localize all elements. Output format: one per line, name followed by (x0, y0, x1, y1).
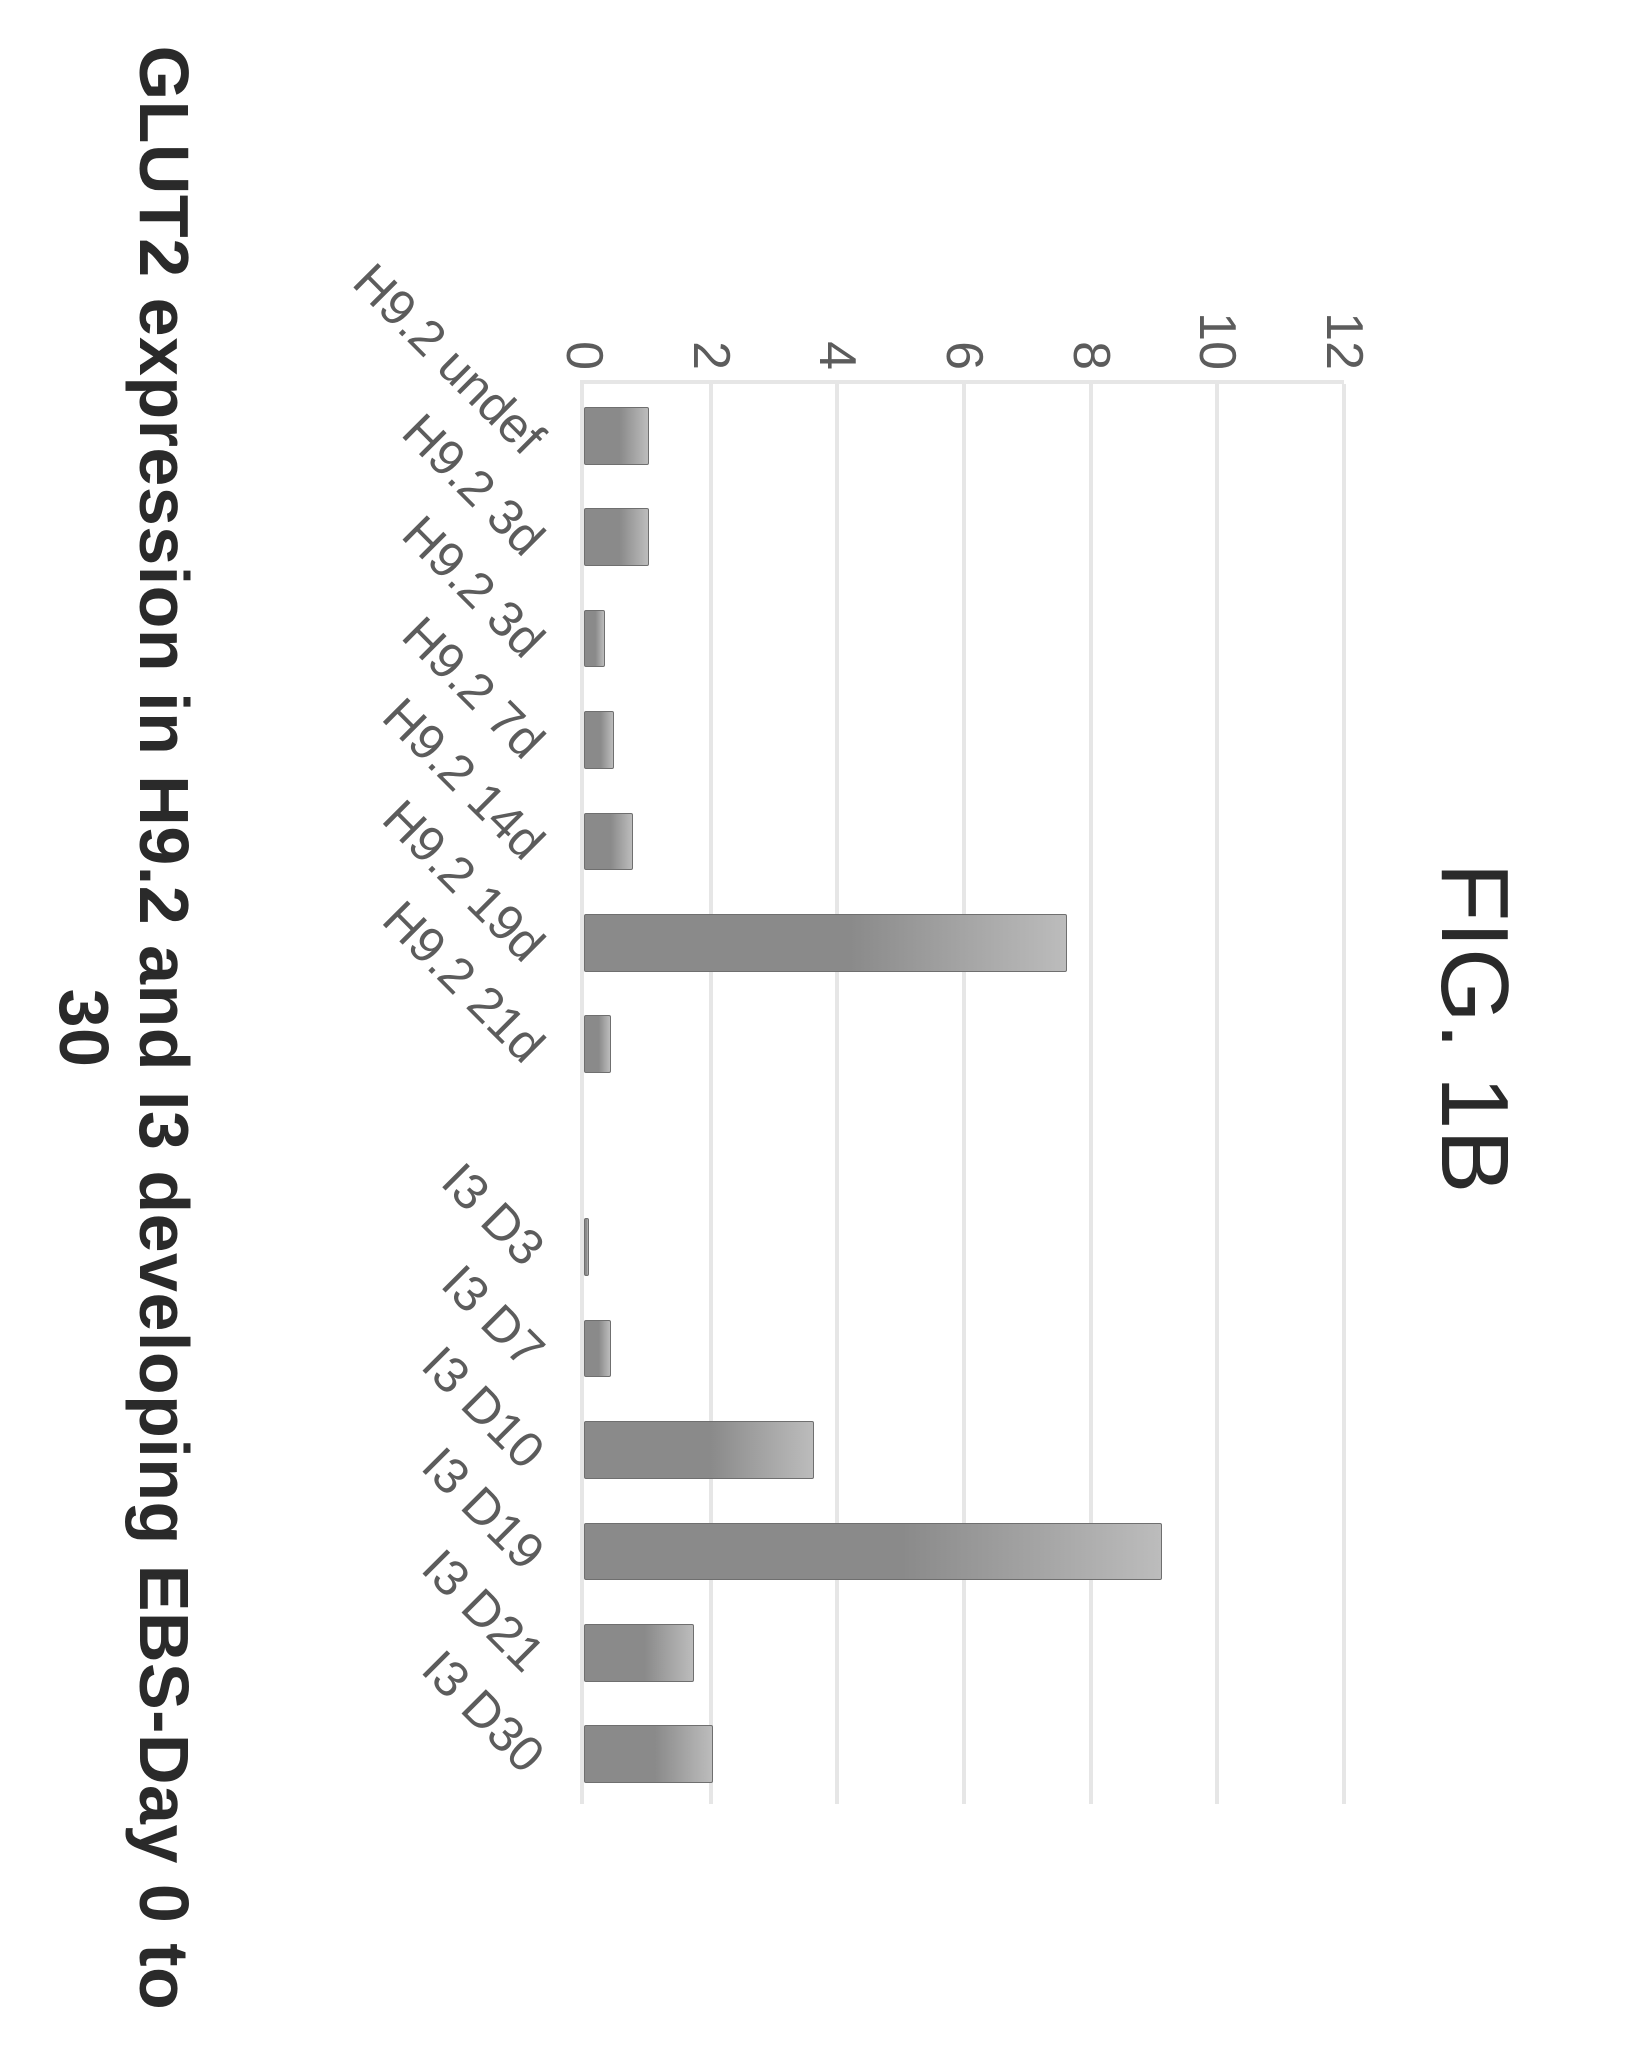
plot-area (580, 380, 1344, 1804)
y-tick-label: 4 (807, 260, 867, 370)
figure-label: FIG. 1B (1419, 0, 1529, 2056)
bar (584, 1624, 694, 1682)
bar (584, 1725, 713, 1783)
bar (584, 508, 649, 566)
y-tick-label: 2 (681, 260, 741, 370)
bar (584, 610, 605, 668)
bar (584, 1523, 1162, 1581)
gridline (1215, 384, 1219, 1804)
rotated-stage: FIG. 1B 024681012 H9.2 undefH9.2 3dH9.2 … (0, 0, 1644, 2056)
bar (584, 1015, 611, 1073)
y-tick-label: 6 (934, 260, 994, 370)
gridline (1342, 384, 1346, 1804)
bar (584, 1218, 589, 1276)
chart-caption: GLUT2 expression in H9.2 and I3 developi… (44, 0, 204, 2056)
bar-chart: 024681012 H9.2 undefH9.2 3dH9.2 3dH9.2 7… (334, 260, 1344, 1820)
gridline (709, 384, 713, 1804)
bar (584, 407, 649, 465)
gridline (835, 384, 839, 1804)
bar (584, 711, 615, 769)
bar (584, 813, 634, 871)
bar (584, 1421, 814, 1479)
y-tick-label: 10 (1187, 260, 1247, 370)
bar (584, 914, 1067, 972)
bar (584, 1320, 611, 1378)
y-tick-label: 8 (1061, 260, 1121, 370)
gridline (962, 384, 966, 1804)
gridline (1089, 384, 1093, 1804)
page: FIG. 1B 024681012 H9.2 undefH9.2 3dH9.2 … (0, 0, 1644, 2056)
y-tick-label: 0 (554, 260, 614, 370)
x-tick-label: I3 D3 (430, 1152, 556, 1278)
y-tick-label: 12 (1314, 260, 1374, 370)
